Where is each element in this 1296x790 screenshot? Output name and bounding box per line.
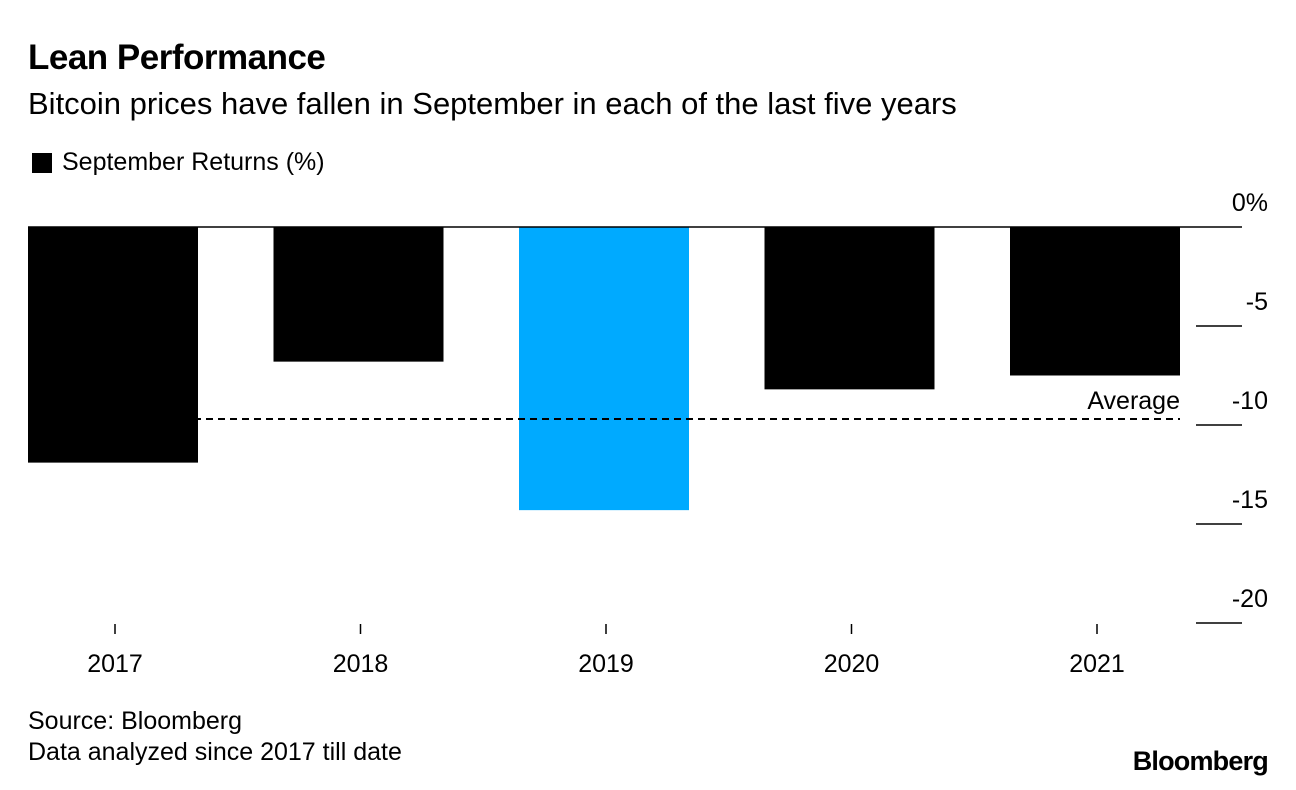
chart-title: Lean Performance	[28, 38, 326, 77]
y-tick-label: 0%	[1232, 189, 1268, 217]
y-tick-label: -10	[1232, 387, 1268, 415]
x-tick-label: 2017	[87, 650, 143, 678]
x-tick-label: 2021	[1069, 650, 1125, 678]
data-note: Data analyzed since 2017 till date	[28, 738, 402, 766]
bar-2019	[519, 227, 689, 511]
brand-logo: Bloomberg	[1132, 746, 1269, 776]
x-tick-label: 2019	[578, 650, 634, 678]
bar-2018	[273, 227, 444, 362]
bar-chart: Average 0%-5-10-15-20 2017 2018 2019 2020 20…	[28, 189, 1268, 678]
x-axis: 2017 2018 2019 2020 2021	[87, 624, 1125, 678]
bar-2020	[764, 227, 935, 390]
average-layer: Average	[38, 387, 1180, 421]
legend-label: September Returns (%)	[62, 148, 325, 176]
source-note: Source: Bloomberg	[28, 707, 243, 735]
chart-subtitle: Bitcoin prices have fallen in September …	[28, 86, 957, 121]
footer-notes: Source: Bloomberg Data analyzed since 20…	[28, 706, 402, 768]
x-tick-label: 2020	[824, 650, 880, 678]
x-tick-label: 2018	[333, 650, 389, 678]
bar-2017	[28, 227, 198, 463]
bars-layer	[28, 227, 1180, 511]
y-axis: 0% -5 -10 -15 -20	[28, 189, 1268, 624]
bar-2021	[1010, 227, 1180, 376]
y-tick-label: -15	[1232, 486, 1268, 514]
average-label: Average	[1087, 387, 1180, 415]
y-tick-label: -20	[1232, 585, 1268, 613]
legend-swatch	[32, 152, 52, 173]
y-tick-label: -5	[1246, 288, 1268, 316]
legend: September Returns (%)	[32, 148, 325, 177]
